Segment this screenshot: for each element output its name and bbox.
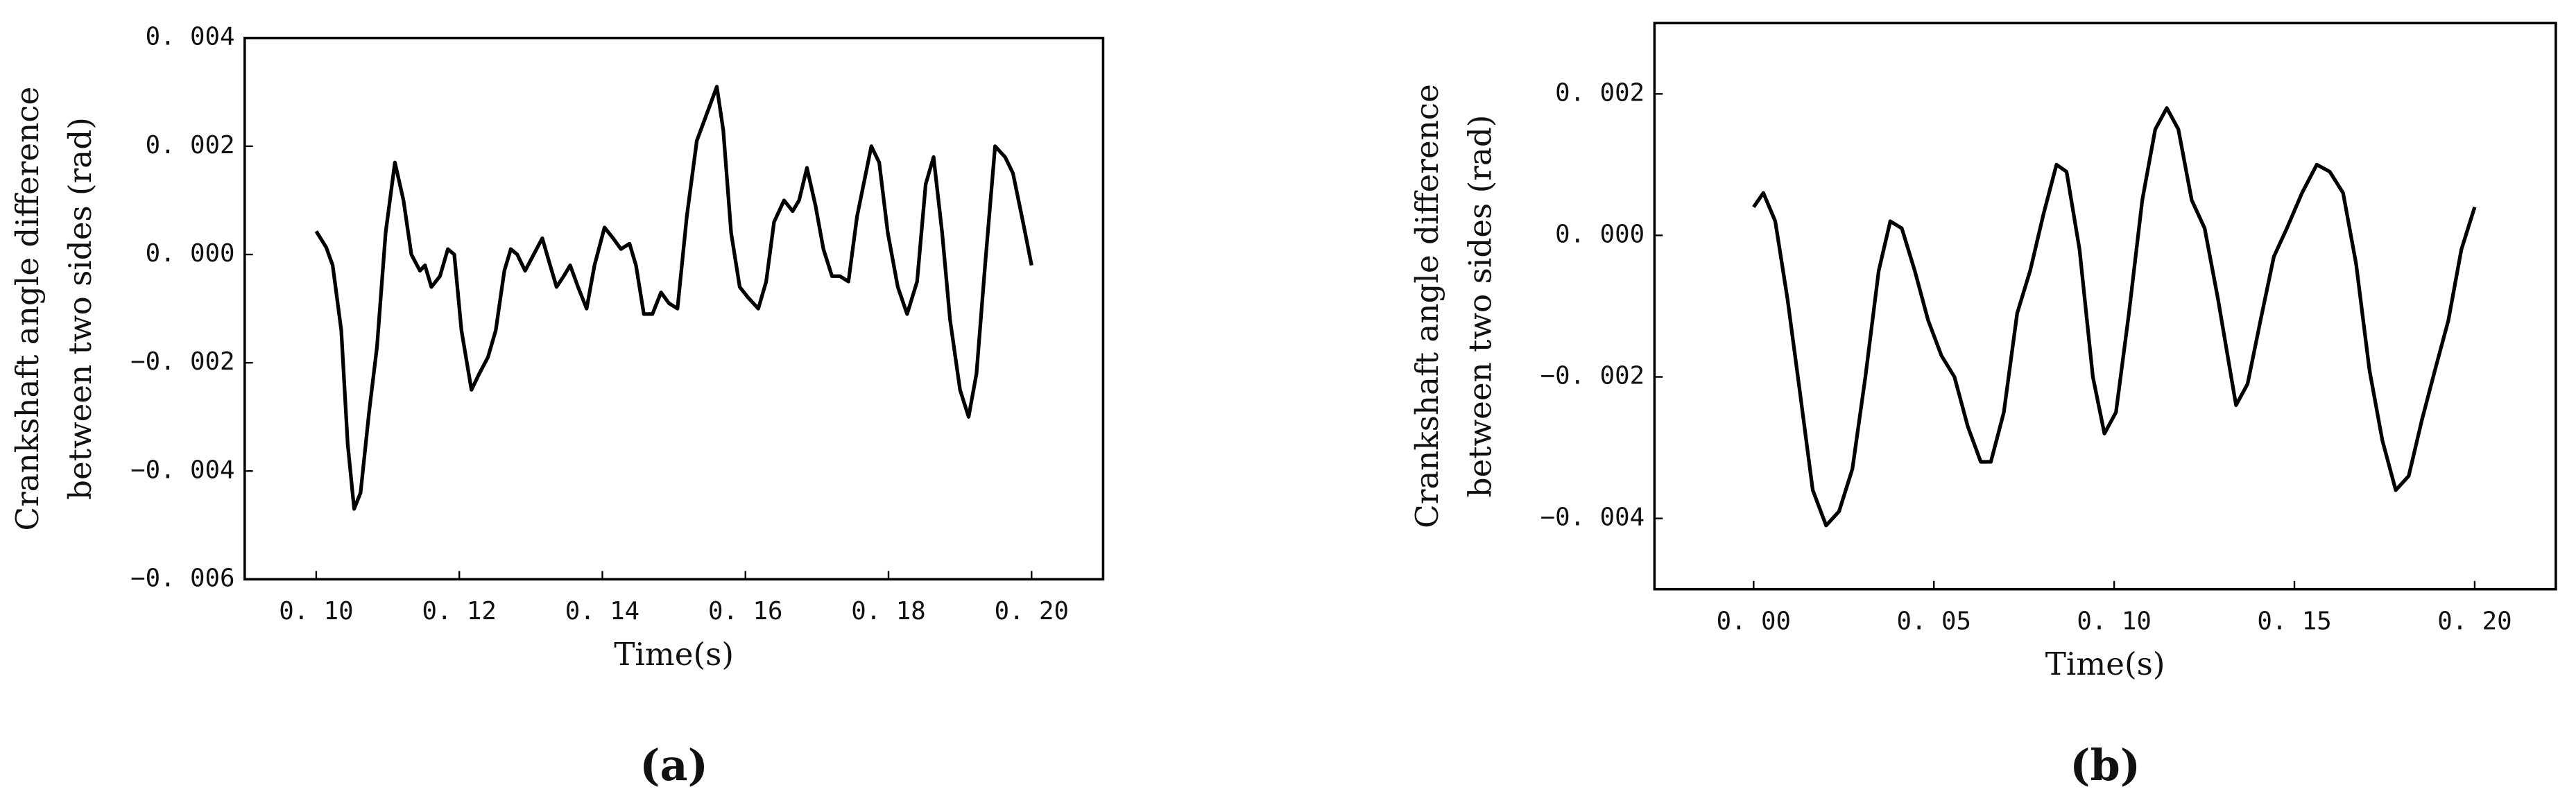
y-tick-label: −0. 004 [1540, 503, 1645, 532]
x-tick-label: 0. 15 [2257, 607, 2331, 635]
y-tick-label: −0. 002 [1540, 362, 1645, 390]
y-tick-label: −0. 006 [130, 564, 234, 592]
x-axis-label: Time(s) [614, 636, 734, 673]
x-axis-label: Time(s) [2045, 646, 2165, 682]
panel-label: (a) [639, 740, 708, 791]
plot-frame [243, 36, 1105, 581]
y-axis-label: Crankshaft angle difference [9, 87, 46, 531]
x-tick-label: 0. 16 [708, 597, 782, 625]
x-tick-label: 0. 10 [2077, 607, 2151, 635]
data-line [314, 85, 1033, 511]
x-tick-label: 0. 20 [2437, 607, 2511, 635]
panel-label: (b) [2070, 740, 2140, 791]
y-tick-label: 0. 000 [1555, 220, 1645, 248]
plot-frame [1653, 21, 2557, 591]
y-tick-label: 0. 000 [146, 239, 235, 268]
y-tick-label: 0. 004 [146, 23, 235, 51]
x-tick-label: 0. 12 [422, 597, 496, 625]
x-tick-label: 0. 05 [1897, 607, 1971, 635]
y-tick-label: 0. 002 [146, 131, 235, 159]
x-tick-label: 0. 20 [995, 597, 1069, 625]
data-line [1752, 106, 2477, 528]
y-tick-label: −0. 002 [130, 347, 234, 376]
y-tick-label: −0. 004 [130, 456, 234, 484]
y-tick-label: 0. 002 [1555, 78, 1645, 107]
x-tick-label: 0. 10 [279, 597, 353, 625]
y-axis-label: Crankshaft angle difference [1409, 84, 1445, 528]
x-tick-label: 0. 00 [1717, 607, 1791, 635]
x-tick-label: 0. 14 [565, 597, 639, 625]
y-axis-label: between two sides (rad) [62, 117, 98, 500]
y-axis-label: between two sides (rad) [1461, 115, 1498, 498]
x-tick-label: 0. 18 [851, 597, 925, 625]
